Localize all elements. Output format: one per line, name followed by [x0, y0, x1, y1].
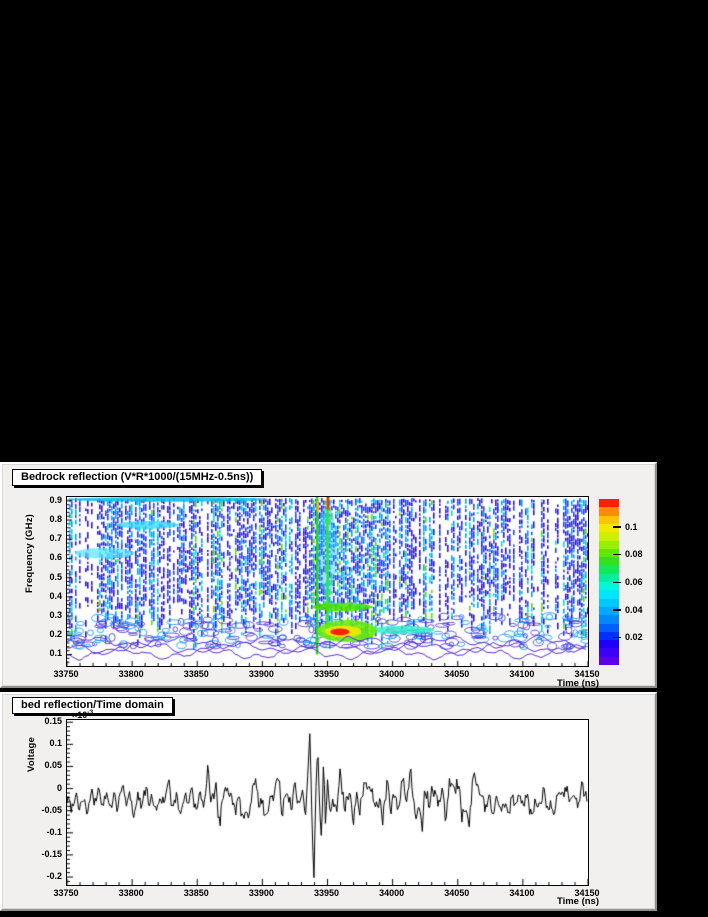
axis-tick-label: -0.2: [46, 871, 62, 882]
colorbar-tick-label: 0.08: [625, 549, 643, 560]
colorbar-band: [599, 656, 619, 665]
axis-tick-label: 0.1: [49, 738, 62, 749]
axis-tick-label: 33850: [183, 888, 209, 898]
waveform-title-box[interactable]: bed reflection/Time domain: [12, 697, 173, 714]
colorbar-band: [599, 557, 619, 566]
spectrogram-plot-frame[interactable]: [66, 496, 589, 667]
colorbar-tick-label: 0.04: [625, 604, 643, 615]
waveform-title: bed reflection/Time domain: [21, 699, 164, 711]
axis-tick-label: 0.6: [49, 552, 62, 563]
colorbar-band: [599, 565, 619, 574]
axis-tick-label: 0.15: [44, 716, 62, 727]
colorbar-band: [599, 499, 619, 508]
colorbar-band: [599, 623, 619, 632]
colorbar-band: [599, 640, 619, 649]
colorbar-tick: [613, 553, 621, 556]
waveform-panel: bed reflection/Time domain Voltage ×10-3…: [0, 692, 657, 911]
axis-tick-label: 0.4: [49, 590, 62, 601]
colorbar-band: [599, 523, 619, 533]
axis-tick-label: 0.3: [49, 610, 62, 621]
colorbar-tick-label: 0.1: [625, 521, 638, 532]
colorbar-band: [599, 515, 619, 524]
colorbar-band: [599, 582, 619, 591]
colorbar-band: [599, 615, 619, 624]
colorbar-band: [599, 532, 619, 541]
colorbar-tick-label: 0.06: [625, 577, 643, 587]
axis-tick-label: 0.2: [49, 629, 62, 640]
colorbar-band: [599, 631, 619, 641]
axis-tick-label: 33800: [118, 669, 144, 679]
axis-tick-label: 34150: [574, 888, 600, 898]
colorbar-band: [599, 590, 619, 599]
colorbar-tick: [613, 636, 621, 639]
waveform-y-axis-title: Voltage: [26, 736, 37, 772]
axis-tick-label: 33900: [248, 888, 274, 898]
axis-tick-label: 34100: [509, 669, 535, 679]
axis-tick-label: 33800: [118, 888, 144, 898]
axis-tick-label: 0.1: [49, 648, 62, 659]
colorbar-band: [599, 648, 619, 657]
axis-tick-label: 33750: [53, 669, 79, 679]
axis-tick-label: 0.8: [49, 514, 62, 525]
spectrogram-plot-area[interactable]: [67, 497, 588, 666]
axis-tick-label: 33950: [313, 888, 340, 898]
colorbar[interactable]: [599, 499, 619, 665]
axis-tick-label: 34000: [379, 888, 405, 898]
colorbar-band: [599, 507, 619, 516]
axis-tick-label: 0.7: [49, 533, 62, 544]
axis-tick-label: -0.15: [41, 848, 62, 859]
colorbar-band: [599, 548, 619, 558]
axis-tick-label: 0.5: [49, 571, 62, 582]
spectrogram-panel: Bedrock reflection (V*R*1000/(15MHz-0.5n…: [0, 462, 657, 689]
colorbar-band: [599, 606, 619, 616]
axis-tick-label: 34050: [444, 669, 470, 679]
axis-tick-label: -0.1: [46, 826, 62, 837]
axis-tick-label: 33850: [183, 669, 209, 679]
waveform-plot-frame[interactable]: [66, 719, 589, 886]
colorbar-tick-label: 0.02: [625, 632, 643, 643]
waveform-x-axis-title: Time (ns): [556, 896, 599, 907]
axis-tick-label: 33750: [53, 888, 79, 898]
colorbar-tick: [613, 581, 621, 583]
colorbar-tick: [613, 609, 621, 611]
axis-tick-label: 34100: [509, 888, 535, 898]
axis-tick-label: 33900: [248, 669, 274, 679]
axis-tick-label: 34000: [379, 669, 405, 679]
axis-tick-label: 0.05: [44, 760, 62, 771]
axis-tick-label: 34050: [444, 888, 470, 898]
axis-tick-label: -0.05: [41, 804, 62, 815]
waveform-plot-area[interactable]: [67, 720, 588, 885]
colorbar-band: [599, 540, 619, 549]
colorbar-band: [599, 573, 619, 583]
colorbar-tick: [613, 526, 621, 528]
spectrogram-x-axis-title: Time (ns): [556, 678, 599, 689]
axis-tick-label: 0.9: [49, 494, 62, 505]
axis-tick-label: 33950: [313, 669, 340, 679]
axis-tick-label: 0: [56, 782, 62, 793]
y-axis-exponent-label: ×10-3: [72, 709, 94, 720]
spectrogram-title-box[interactable]: Bedrock reflection (V*R*1000/(15MHz-0.5n…: [12, 469, 263, 486]
colorbar-band: [599, 598, 619, 607]
axis-tick-label: 34150: [574, 669, 600, 679]
spectrogram-title: Bedrock reflection (V*R*1000/(15MHz-0.5n…: [21, 471, 254, 483]
